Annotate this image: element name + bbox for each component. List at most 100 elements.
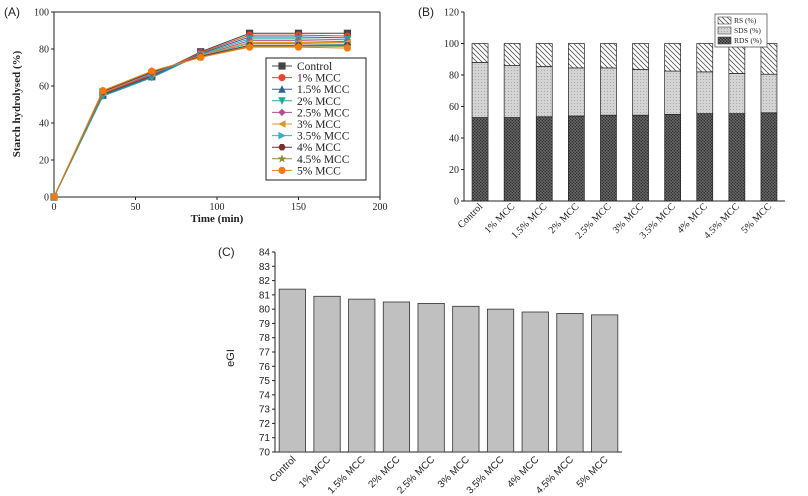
panel-c-y-tick-label: 81 <box>259 290 271 301</box>
panel-a-data-point <box>148 67 156 75</box>
panel-b-bar-segment <box>632 69 649 116</box>
panel-c-y-tick-label: 70 <box>259 448 271 459</box>
panel-b-legend-swatch <box>717 26 732 35</box>
panel-b-y-tick-label: 80 <box>449 71 459 82</box>
panel-c-y-tick-label: 83 <box>259 262 271 273</box>
panel-a-data-point <box>343 44 352 52</box>
panel-a-legend-label: 4% MCC <box>297 142 341 154</box>
panel-b-bar-segment <box>471 43 489 63</box>
panel-c-x-tick-label: 3.5% MCC <box>465 454 507 496</box>
panel-a-legend-marker <box>278 131 286 140</box>
panel-b-bar-segment <box>600 67 617 116</box>
panel-c-bar <box>486 308 515 453</box>
panel-b-bar-segment <box>471 62 489 118</box>
panel-a-legend-marker <box>278 144 286 151</box>
panel-a-legend-marker <box>278 85 286 93</box>
panel-a-legend-label: 3% MCC <box>297 119 341 131</box>
panel-a-x-tick-label: 100 <box>210 202 225 213</box>
panel-b-y-tick-label: 60 <box>449 102 459 113</box>
panel-c-x-tick-label: 2.5% MCC <box>395 454 437 496</box>
panel-a-y-tick-label: 40 <box>39 119 49 130</box>
panel-b-x-tick-label: 3.5% MCC <box>638 201 678 241</box>
panel-a-data-point <box>246 43 254 51</box>
panel-b-bar-segment <box>600 114 617 202</box>
panel-b-bar-segment <box>696 113 714 202</box>
panel-c-bar <box>417 303 445 453</box>
panel-c-y-tick-label: 74 <box>259 390 271 401</box>
panel-a-legend-marker <box>278 97 286 105</box>
panel-c-y-tick-label: 84 <box>259 248 271 259</box>
panel-c-x-tick-label: 2% MCC <box>366 454 402 490</box>
panel-b-bar-segment <box>696 43 714 73</box>
panel-b-bar-segment <box>535 43 553 67</box>
panel-a-legend-label: 5% MCC <box>297 165 341 177</box>
panel-c-y-tick-label: 79 <box>259 319 271 330</box>
panel-a-legend-label: 2.5% MCC <box>297 107 350 119</box>
panel-b-bar-segment <box>503 43 521 66</box>
panel-c-x-tick-label: 1.5% MCC <box>326 454 368 496</box>
panel-b-bar-segment <box>760 112 778 202</box>
panel-c-y-tick-label: 82 <box>259 276 271 287</box>
panel-b-y-tick-label: 20 <box>449 165 459 176</box>
panel-a-legend-marker <box>277 154 287 163</box>
panel-a-y-label: Starch hydrolysed (%) <box>11 50 23 157</box>
panel-b-bar-segment <box>760 43 778 75</box>
panel-a-x-label: Time (min) <box>191 213 244 225</box>
panel-a-label: (A) <box>4 5 20 19</box>
panel-b-bar-segment <box>632 43 649 70</box>
panel-a-x-tick-label: 200 <box>373 202 388 213</box>
panel-b-y-tick-label: 120 <box>444 8 459 19</box>
panel-b-bar-segment <box>728 43 746 74</box>
panel-c-y-tick-label: 73 <box>259 405 271 416</box>
panel-a-y-tick-label: 60 <box>39 82 49 93</box>
panel-c-bar <box>313 295 341 453</box>
panel-c-bar <box>452 305 480 453</box>
panel-a-data-point <box>197 53 205 61</box>
panel-a-data-point <box>294 43 303 51</box>
panel-c-y-tick-label: 76 <box>259 362 271 373</box>
panel-a-legend-label: 3.5% MCC <box>297 131 350 143</box>
panel-b-x-tick-label: 4.5% MCC <box>702 201 742 241</box>
panel-c-y-tick-label: 77 <box>259 348 271 359</box>
panel-b-legend-label: SDS (%) <box>734 26 761 35</box>
panel-b-x-tick-label: 5% MCC <box>739 201 774 236</box>
panel-a-data-point <box>99 87 107 95</box>
panel-a-legend-label: 2% MCC <box>297 96 341 108</box>
panel-b-bar-segment <box>696 71 714 114</box>
panel-b-bar-segment <box>728 73 746 114</box>
panel-a-legend-label: 4.5% MCC <box>297 154 350 166</box>
panel-c-y-tick-label: 72 <box>259 419 271 430</box>
panel-b-bar-segment <box>535 116 553 202</box>
panel-a-series-5-mcc <box>50 43 352 201</box>
panel-c-bar <box>382 301 411 453</box>
panel-b-legend-label: RS (%) <box>734 16 757 25</box>
panel-b-x-tick-label: Control <box>456 201 486 231</box>
panel-a-legend-label: 1% MCC <box>297 73 341 85</box>
panel-b-x-tick-label: 1.5% MCC <box>509 201 549 241</box>
panel-b-bar-segment <box>471 117 489 202</box>
panel-b-bar-segment <box>567 67 585 117</box>
panel-b-y-tick-label: 0 <box>454 197 459 208</box>
panel-b-legend-label: RDS (%) <box>734 36 762 45</box>
panel-c-x-tick-label: 4.5% MCC <box>534 454 576 496</box>
panel-b-bar-segment <box>600 43 617 69</box>
panel-b-bar-segment <box>567 115 585 202</box>
panel-b-bar-segment <box>664 70 682 115</box>
panel-c-y-tick-label: 71 <box>259 433 271 444</box>
panel-a-y-tick-label: 20 <box>39 156 49 167</box>
panel-a-x-tick-label: 50 <box>131 202 141 213</box>
panel-c-y-tick-label: 78 <box>259 333 271 344</box>
panel-b-bar-segment <box>567 43 585 69</box>
panel-c-bar <box>348 298 376 453</box>
panel-a-legend-marker <box>278 73 286 82</box>
panel-c-x-tick-label: 4% MCC <box>505 454 541 490</box>
panel-b-y-tick-label: 40 <box>449 134 459 145</box>
panel-b-x-tick-label: 2.5% MCC <box>574 201 614 241</box>
panel-b-legend-swatch <box>717 36 732 45</box>
panel-c-x-tick-label: 5% MCC <box>575 454 611 490</box>
panel-a-y-tick-label: 100 <box>34 8 49 19</box>
panel-a-legend-marker <box>278 62 286 70</box>
panel-b-bar-segment <box>503 65 521 118</box>
panel-b-bar-segment <box>728 113 746 202</box>
